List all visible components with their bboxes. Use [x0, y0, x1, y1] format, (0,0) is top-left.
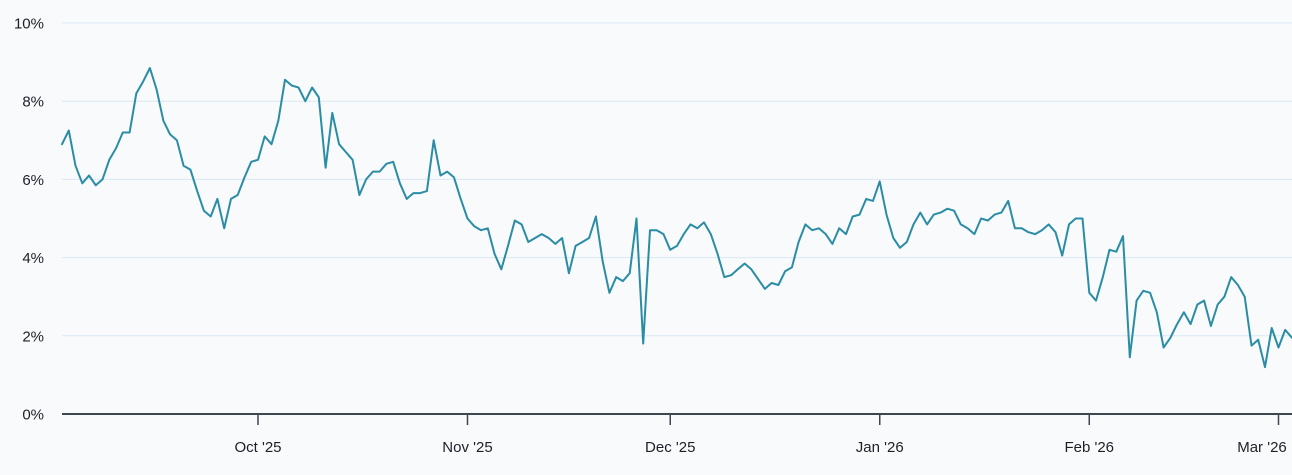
y-axis-label: 0%: [22, 407, 44, 424]
x-axis-label: Jan '26: [856, 439, 904, 456]
y-axis-label: 10%: [14, 16, 44, 33]
x-axis-label: Mar '26: [1237, 439, 1287, 456]
x-axis-label: Oct '25: [234, 439, 281, 456]
x-axis-label: Feb '26: [1064, 439, 1114, 456]
y-axis-label: 6%: [22, 172, 44, 189]
x-axis-label: Dec '25: [645, 439, 695, 456]
x-axis-label: Nov '25: [442, 439, 492, 456]
y-axis-label: 2%: [22, 328, 44, 345]
data-series-line: [61, 67, 1292, 369]
y-axis-label: 8%: [22, 94, 44, 111]
y-axis-label: 4%: [22, 250, 44, 267]
